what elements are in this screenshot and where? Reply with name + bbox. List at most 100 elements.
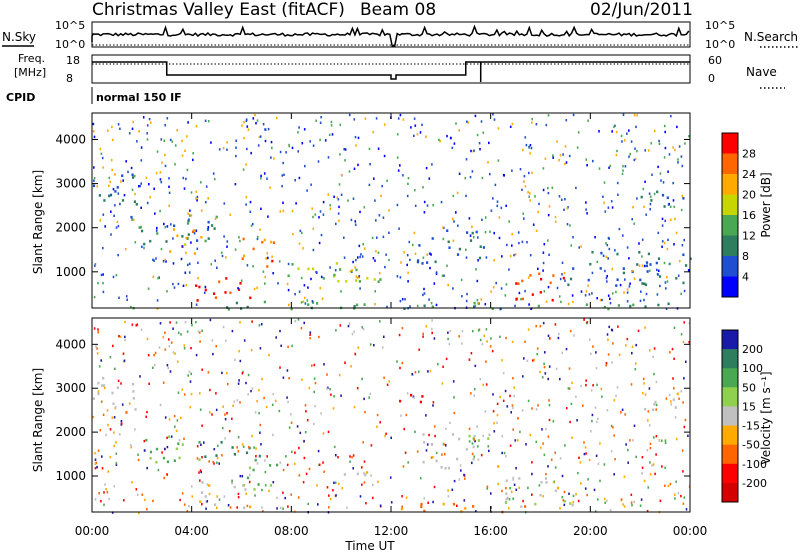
heatmap-cell	[319, 210, 322, 213]
heatmap-cell	[190, 372, 192, 376]
heatmap-cell	[222, 325, 225, 329]
heatmap-cell	[269, 186, 271, 189]
heatmap-cell	[501, 489, 503, 493]
heatmap-cell	[135, 203, 138, 206]
heatmap-cell	[505, 501, 508, 504]
heatmap-cell	[210, 263, 213, 266]
heatmap-cell	[258, 411, 260, 415]
heatmap-cell	[674, 497, 676, 500]
heatmap-cell	[203, 291, 206, 294]
heatmap-cell	[640, 290, 642, 293]
heatmap-cell	[287, 274, 290, 278]
heatmap-cell	[414, 371, 417, 374]
heatmap-cell	[675, 277, 678, 280]
heatmap-cell	[113, 444, 115, 448]
heatmap-cell	[102, 413, 105, 416]
heatmap-cell	[152, 275, 155, 278]
heatmap-cell	[368, 183, 371, 187]
heatmap-cell	[675, 480, 677, 483]
heatmap-cell	[542, 495, 544, 498]
heatmap-cell	[501, 255, 503, 258]
heatmap-cell	[438, 138, 440, 141]
heatmap-cell	[231, 479, 233, 482]
heatmap-cell	[301, 378, 303, 381]
heatmap-cell	[102, 384, 106, 387]
heatmap-cell	[445, 357, 448, 361]
heatmap-cell	[585, 379, 587, 382]
heatmap-cell	[470, 149, 472, 153]
heatmap-cell	[613, 125, 615, 129]
heatmap-cell	[136, 493, 139, 496]
heatmap-cell	[433, 282, 436, 285]
heatmap-cell	[141, 493, 144, 496]
heatmap-cell	[500, 206, 503, 210]
heatmap-cell	[198, 441, 201, 444]
heatmap-cell	[298, 126, 300, 129]
heatmap-cell	[531, 171, 533, 174]
heatmap-cell	[398, 333, 401, 337]
heatmap-cell	[318, 216, 320, 219]
heatmap-cell	[210, 141, 212, 144]
heatmap-cell	[264, 282, 266, 285]
heatmap-cell	[239, 282, 242, 285]
heatmap-cell	[224, 437, 226, 440]
heatmap-cell	[423, 211, 426, 214]
heatmap-cell	[109, 428, 112, 431]
heatmap-cell	[124, 335, 126, 339]
heatmap-cell	[396, 203, 399, 207]
heatmap-cell	[226, 245, 228, 248]
noise-tick-left-bottom: 10^0	[55, 38, 85, 51]
heatmap-cell	[474, 114, 477, 118]
heatmap-cell	[264, 139, 267, 143]
heatmap-cell	[135, 488, 138, 491]
heatmap-cell	[556, 140, 558, 143]
heatmap-cell	[675, 437, 678, 441]
heatmap-cell	[638, 251, 641, 254]
heatmap-cell	[136, 323, 139, 326]
heatmap-cell	[573, 334, 575, 337]
heatmap-cell	[255, 447, 257, 450]
heatmap-cell	[458, 172, 461, 175]
heatmap-cell	[427, 501, 429, 504]
heatmap-cell	[172, 351, 175, 354]
heatmap-cell	[416, 304, 419, 308]
heatmap-cell	[113, 214, 115, 217]
heatmap-cell	[506, 405, 509, 408]
heatmap-cell	[329, 266, 331, 269]
heatmap-cell	[377, 147, 380, 150]
heatmap-cell	[663, 205, 666, 208]
heatmap-cell	[176, 234, 179, 238]
heatmap-cell	[163, 139, 166, 142]
heatmap-cell	[407, 271, 409, 274]
heatmap-cell	[547, 239, 549, 242]
heatmap-cell	[337, 279, 340, 283]
heatmap-cell	[681, 244, 684, 247]
heatmap-cell	[683, 425, 686, 429]
heatmap-cell	[315, 119, 317, 122]
heatmap-cell	[290, 421, 293, 424]
heatmap-cell	[296, 425, 299, 428]
heatmap-cell	[466, 292, 468, 296]
heatmap-cell	[137, 453, 139, 456]
heatmap-cell	[543, 243, 546, 246]
heatmap-cell	[164, 447, 166, 451]
heatmap-cell	[525, 143, 528, 147]
heatmap-cell	[580, 245, 582, 248]
heatmap-cell	[111, 138, 114, 142]
heatmap-cell	[561, 351, 563, 354]
heatmap-cell	[181, 154, 184, 157]
heatmap-cell	[309, 333, 311, 336]
heatmap-cell	[492, 197, 494, 200]
heatmap-cell	[544, 477, 548, 480]
heatmap-cell	[338, 183, 341, 186]
heatmap-cell	[535, 123, 538, 126]
heatmap-cell	[166, 290, 168, 293]
heatmap-cell	[317, 449, 320, 453]
heatmap-cell	[639, 278, 642, 282]
heatmap-cell	[433, 485, 436, 489]
heatmap-cell	[616, 252, 619, 256]
heatmap-cell	[637, 329, 640, 332]
heatmap-cell	[196, 445, 199, 448]
heatmap-cell	[437, 363, 439, 366]
heatmap-cell	[132, 382, 135, 386]
